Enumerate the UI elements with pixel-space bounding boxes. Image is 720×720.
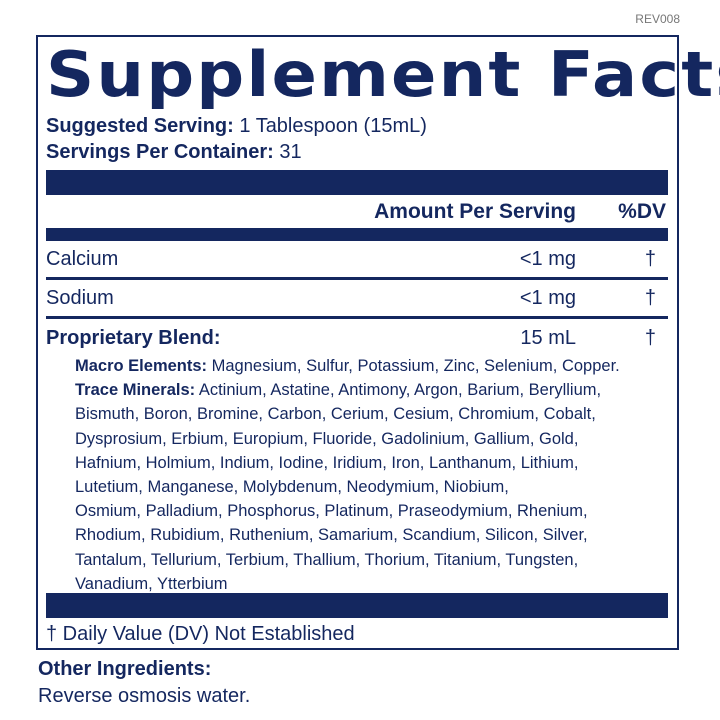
trace-minerals-label: Trace Minerals:: [75, 381, 196, 400]
page-title: Supplement Facts: [46, 38, 720, 111]
nutrient-row-calcium: Calcium <1 mg †: [46, 248, 668, 271]
nutrient-amount: <1 mg: [519, 287, 576, 309]
nutrient-amount: 15 mL: [520, 327, 576, 349]
servings-per-container-value: 31: [273, 141, 302, 163]
other-ingredients-label: Other Ingredients:: [38, 658, 212, 680]
nutrient-name: Proprietary Blend:: [46, 327, 221, 349]
nutrient-amount: <1 mg: [519, 248, 576, 270]
nutrient-row-proprietary-blend: Proprietary Blend: 15 mL †: [46, 327, 668, 350]
nutrient-name: Sodium: [46, 287, 114, 309]
divider-bar-top: [46, 170, 668, 195]
divider-line: [46, 316, 668, 319]
revision-code: REV008: [635, 12, 680, 26]
nutrient-row-sodium: Sodium <1 mg †: [46, 287, 668, 310]
trace-line: Actinium, Astatine, Antimony, Argon, Bar…: [195, 381, 602, 400]
suggested-serving-value: 1 Tablespoon (15mL): [233, 115, 427, 137]
macro-elements: Macro Elements: Magnesium, Sulfur, Potas…: [75, 354, 620, 378]
dv-header: %DV: [618, 200, 666, 223]
divider-bar-bottom: [46, 593, 668, 618]
suggested-serving-label: Suggested Serving:: [46, 115, 234, 137]
trace-line: Osmium, Palladium, Phosphorus, Platinum,…: [75, 502, 588, 521]
nutrient-dv: †: [644, 327, 656, 349]
amount-per-serving-header: Amount Per Serving: [374, 200, 576, 223]
trace-line: Vanadium, Ytterbium: [75, 574, 228, 593]
trace-line: Dysprosium, Erbium, Europium, Fluoride, …: [75, 429, 579, 448]
trace-line: Hafnium, Holmium, Indium, Iodine, Iridiu…: [75, 453, 579, 472]
suggested-serving: Suggested Serving: 1 Tablespoon (15mL): [46, 115, 427, 138]
footnote: † Daily Value (DV) Not Established: [46, 623, 355, 645]
servings-per-container: Servings Per Container: 31: [46, 141, 302, 164]
trace-line: Bismuth, Boron, Bromine, Carbon, Cerium,…: [75, 405, 596, 424]
macro-elements-value: Magnesium, Sulfur, Potassium, Zinc, Sele…: [207, 357, 620, 375]
other-ingredients-value: Reverse osmosis water.: [38, 685, 251, 707]
macro-elements-label: Macro Elements:: [75, 357, 208, 375]
blend-ingredients: Macro Elements: Magnesium, Sulfur, Potas…: [75, 354, 620, 596]
nutrient-dv: †: [644, 248, 656, 270]
divider-bar-header: [46, 228, 668, 241]
facts-panel-border: [36, 35, 679, 650]
trace-line: Lutetium, Manganese, Molybdenum, Neodymi…: [75, 478, 509, 497]
nutrient-dv: †: [644, 287, 656, 309]
divider-line: [46, 277, 668, 280]
trace-minerals: Trace Minerals: Actinium, Astatine, Anti…: [75, 378, 620, 402]
trace-line: Rhodium, Rubidium, Ruthenium, Samarium, …: [75, 526, 588, 545]
servings-per-container-label: Servings Per Container:: [46, 141, 274, 163]
trace-line: Tantalum, Tellurium, Terbium, Thallium, …: [75, 550, 579, 569]
nutrient-name: Calcium: [46, 248, 119, 270]
